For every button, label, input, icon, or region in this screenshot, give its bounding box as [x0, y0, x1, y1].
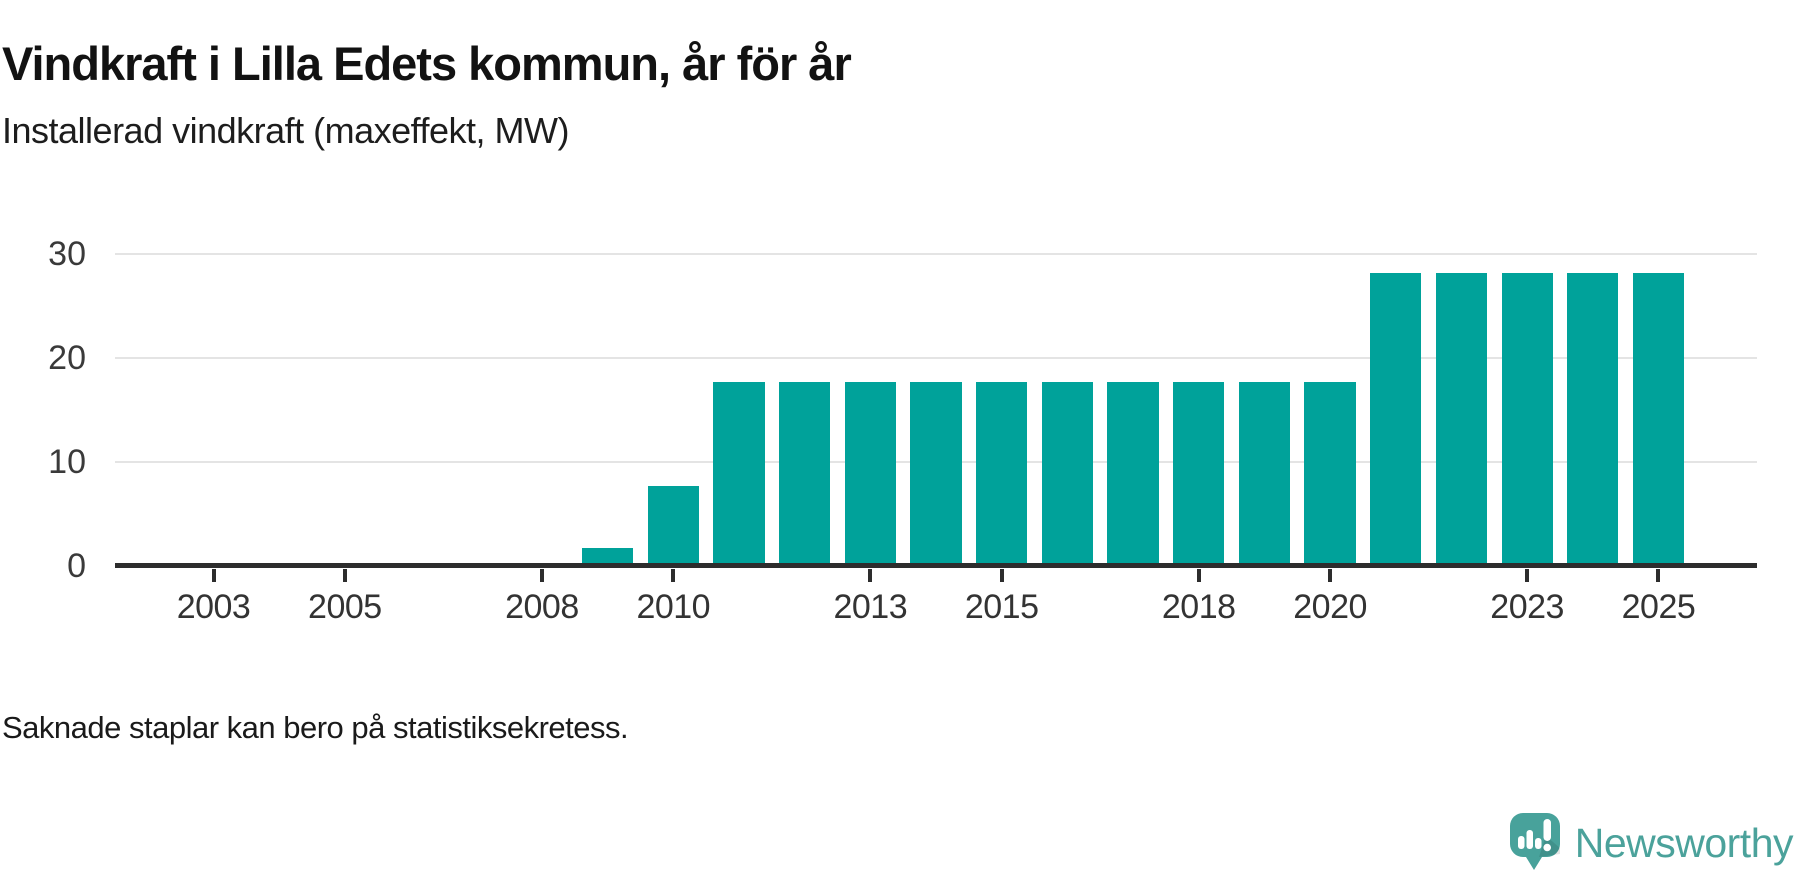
bar-2016	[1041, 381, 1093, 566]
bar-2014	[910, 381, 962, 566]
chart-subtitle: Installerad vindkraft (maxeffekt, MW)	[2, 110, 570, 151]
y-axis-tick-label-0: 0	[67, 547, 86, 585]
bar-2025	[1632, 272, 1685, 566]
x-axis-tick-2008	[539, 569, 544, 582]
bar-2010	[647, 485, 699, 566]
bar-2013	[844, 381, 896, 566]
y-axis-tick-label-30: 30	[48, 235, 86, 273]
bar-2021	[1370, 272, 1422, 566]
bar-2012	[779, 381, 831, 566]
x-axis-tick-label-2010: 2010	[636, 588, 711, 626]
bar-2023	[1501, 272, 1553, 566]
x-axis-tick-label-2003: 2003	[176, 588, 251, 626]
y-axis-tick-label-20: 20	[48, 339, 86, 377]
x-axis-tick-2023	[1525, 569, 1530, 582]
x-axis-tick-2010	[671, 569, 676, 582]
x-axis-tick-2003	[211, 569, 216, 582]
x-axis-tick-2013	[868, 569, 873, 582]
x-axis-tick-label-2013: 2013	[833, 588, 908, 626]
newsworthy-bubble-chart-icon	[1509, 812, 1561, 874]
x-axis-tick-label-2008: 2008	[505, 588, 579, 626]
bar-2024	[1567, 272, 1619, 566]
x-axis-tick-2015	[999, 569, 1004, 582]
plot-area: 0 10 20 30 2003 2005 2008 2010 2013 2015 2018 2020 2…	[48, 236, 1757, 626]
x-axis-tick-2018	[1196, 569, 1201, 582]
bar-2011	[713, 381, 765, 566]
x-axis-tick-label-2023: 2023	[1490, 588, 1564, 626]
x-axis-tick-label-2020: 2020	[1293, 588, 1367, 626]
chart-title: Vindkraft i Lilla Edets kommun, år för å…	[2, 37, 852, 91]
bar-2020	[1304, 381, 1356, 566]
bar-2022	[1435, 272, 1488, 566]
bar-2018	[1173, 381, 1225, 566]
x-axis-line	[115, 563, 1757, 568]
bar-2015	[976, 381, 1028, 566]
x-axis-tick-2020	[1328, 569, 1333, 582]
newsworthy-logo-link[interactable]: Newsworthy	[1509, 812, 1794, 874]
bar-2019	[1238, 381, 1290, 566]
newsworthy-wordmark: Newsworthy	[1574, 820, 1794, 866]
chart-footnote: Saknade staplar kan bero på statistiksek…	[2, 710, 629, 745]
x-axis-tick-label-2018: 2018	[1161, 588, 1236, 626]
bar-2009	[581, 548, 634, 566]
grid-line-30	[115, 253, 1757, 255]
bar-2017	[1107, 381, 1159, 566]
grid-line-20	[115, 357, 1757, 359]
x-axis-tick-2005	[342, 569, 347, 582]
x-axis-tick-label-2025: 2025	[1621, 588, 1696, 626]
x-axis-tick-label-2015: 2015	[964, 588, 1039, 626]
x-axis-tick-2025	[1656, 569, 1661, 582]
y-axis-tick-label-10: 10	[48, 443, 86, 481]
x-axis-tick-label-2005: 2005	[308, 588, 382, 626]
